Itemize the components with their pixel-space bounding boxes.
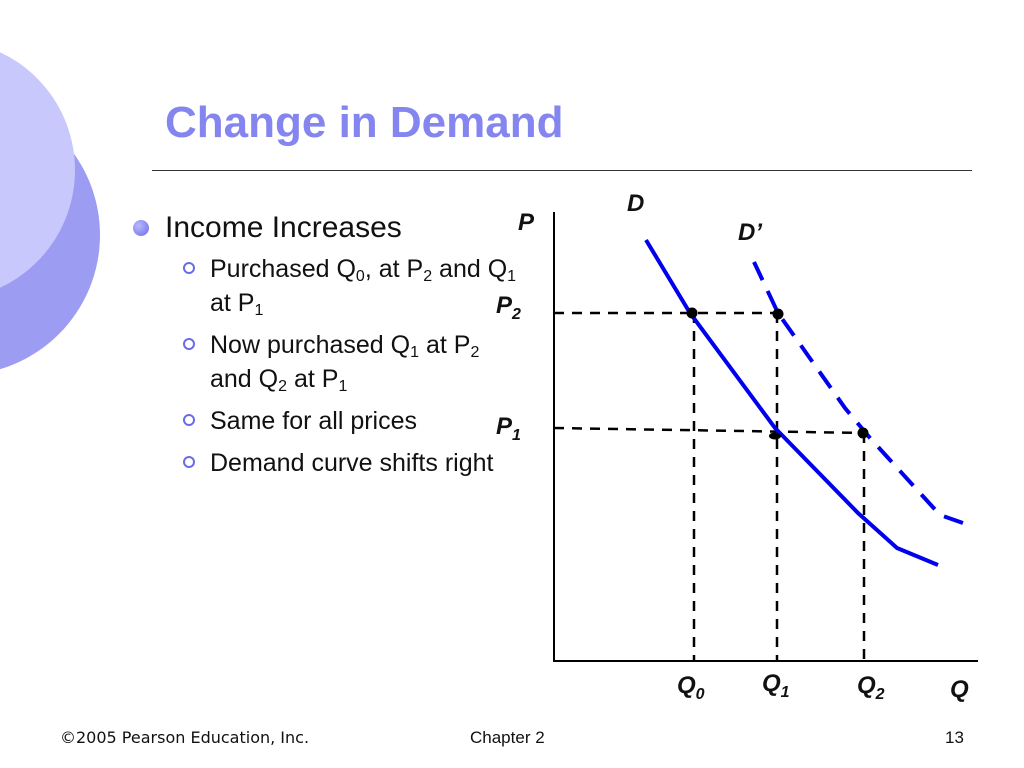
sub-bullet-item: Same for all prices: [180, 404, 520, 438]
decorative-circles: [0, 52, 100, 370]
subscript-text: 1: [410, 344, 420, 361]
curve-label-d-prime: D’: [738, 219, 762, 246]
hollow-bullet-icon: [183, 338, 195, 350]
curve-label-d: D: [627, 190, 644, 217]
subscript-text: 0: [355, 268, 365, 285]
subscript-text: 1: [338, 378, 348, 395]
hollow-bullet-icon: [183, 262, 195, 274]
sub-bullet-text: Same for all prices: [210, 407, 418, 435]
demand-curve-d-prime: [752, 261, 964, 525]
sub-bullet-text: at P: [287, 365, 339, 393]
point-q1-p2: [772, 308, 784, 320]
subscript-text: 2: [470, 344, 480, 361]
price-label-p1: P1: [496, 413, 521, 444]
bullet-list: Income Increases Purchased Q0, at P2 and…: [130, 208, 520, 488]
subscript-text: 1: [254, 302, 264, 319]
subscript-text: 2: [423, 268, 433, 285]
sub-bullet-text: , at P: [364, 255, 424, 283]
point-q2-p1: [857, 427, 869, 439]
quantity-label-q0: Q0: [677, 672, 705, 703]
price-label-p2: P2: [496, 292, 521, 323]
sub-bullet-text: and Q: [210, 365, 279, 393]
footer-page-number: 13: [945, 728, 964, 747]
point-q0-p2: [686, 307, 698, 319]
bullet-dot-icon: [133, 220, 149, 236]
subscript-text: 2: [278, 378, 288, 395]
slide-title: Change in Demand: [165, 98, 564, 147]
y-axis-label: P: [518, 209, 535, 236]
guide-p1: [553, 426, 867, 435]
subscript-text: 1: [507, 268, 517, 285]
title-divider: [152, 170, 972, 171]
point-q1-p1: [769, 432, 781, 440]
quantity-label-q1: Q1: [762, 670, 790, 701]
footer-chapter: Chapter 2: [470, 728, 545, 747]
hollow-bullet-icon: [183, 414, 195, 426]
sub-bullet-text: Demand curve shifts right: [210, 449, 494, 477]
sub-bullet-text: at P: [210, 289, 255, 317]
footer-copyright: ©2005 Pearson Education, Inc.: [60, 728, 310, 747]
x-axis-label: Q: [950, 676, 969, 703]
sub-bullet-list: Purchased Q0, at P2 and Q1 at P1 Now purc…: [130, 252, 520, 480]
sub-bullet-item: Demand curve shifts right: [180, 446, 520, 480]
sub-bullet-item: Purchased Q0, at P2 and Q1 at P1: [180, 252, 520, 320]
bullet-text: Income Increases: [165, 211, 402, 244]
sub-bullet-text: Purchased Q: [210, 255, 356, 283]
sub-bullet-item: Now purchased Q1 at P2 and Q2 at P1: [180, 328, 520, 396]
sub-bullet-text: at P: [419, 331, 471, 359]
bullet-income-increases: Income Increases: [130, 208, 520, 248]
sub-bullet-text: and Q: [432, 255, 508, 283]
quantity-label-q2: Q2: [857, 672, 885, 703]
demand-curve-d: [644, 238, 939, 567]
hollow-bullet-icon: [183, 456, 195, 468]
sub-bullet-text: Now purchased Q: [210, 331, 411, 359]
